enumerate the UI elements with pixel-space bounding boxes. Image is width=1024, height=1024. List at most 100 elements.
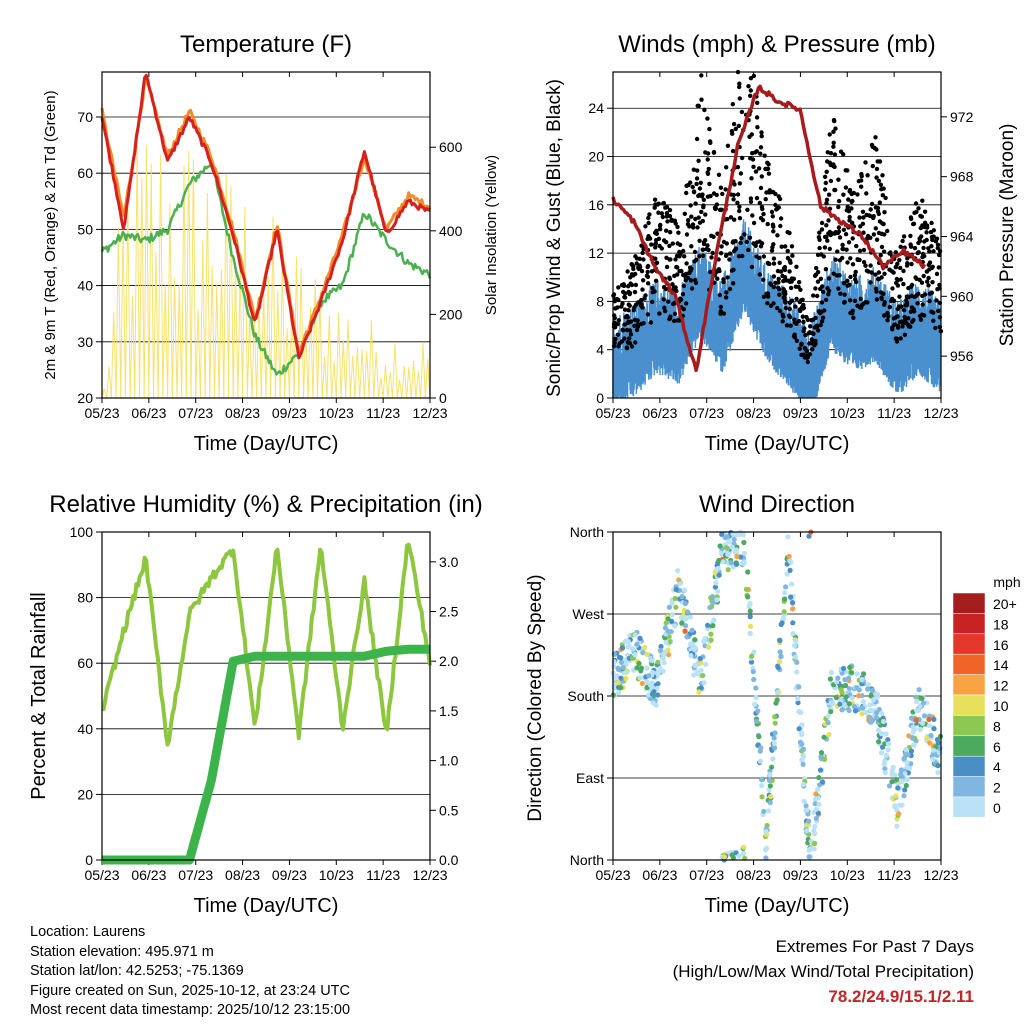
gust-point: [912, 245, 918, 251]
gust-point: [794, 296, 799, 302]
direction-point: [672, 595, 678, 602]
direction-point: [721, 854, 728, 860]
direction-point: [861, 671, 867, 677]
gust-point: [815, 252, 821, 258]
gust-point: [628, 275, 633, 280]
direction-point: [724, 534, 730, 540]
direction-point: [618, 675, 624, 681]
gust-point: [750, 213, 755, 218]
gust-point: [671, 285, 677, 290]
gust-point: [840, 246, 845, 252]
gust-point: [689, 266, 694, 271]
gust-point: [728, 215, 734, 220]
direction-point: [908, 748, 915, 754]
gust-point: [876, 178, 882, 184]
gust-point: [783, 278, 789, 283]
direction-point: [734, 561, 740, 567]
gust-point: [639, 302, 644, 307]
direction-point: [847, 664, 853, 671]
gust-point: [711, 234, 716, 239]
gust-point: [771, 229, 776, 234]
direction-point: [914, 698, 920, 705]
gust-point: [797, 280, 802, 285]
gust-point: [708, 269, 713, 275]
direction-point: [806, 818, 812, 824]
direction-point: [902, 771, 908, 777]
gust-point: [793, 284, 799, 289]
gust-point: [929, 220, 934, 226]
direction-point: [725, 567, 731, 573]
gust-point: [762, 153, 767, 158]
gust-point: [870, 163, 875, 169]
x-tick-label: 06/23: [642, 405, 677, 421]
gust-point: [905, 256, 910, 261]
direction-point: [734, 553, 740, 560]
gust-point: [890, 286, 895, 291]
gust-point: [879, 275, 884, 280]
gust-point: [641, 278, 646, 283]
direction-point: [677, 581, 683, 587]
gust-point: [675, 265, 680, 270]
gust-point: [696, 103, 701, 109]
gust-point: [880, 193, 885, 198]
gust-point: [730, 148, 736, 154]
direction-point: [870, 697, 877, 703]
gust-point: [649, 269, 655, 274]
gust-point: [845, 278, 850, 283]
gust-point: [725, 143, 731, 148]
gust-point: [737, 216, 743, 221]
gust-point: [731, 281, 736, 286]
y2-tick-label: 200: [439, 306, 463, 322]
direction-point: [867, 707, 874, 713]
direction-point: [811, 828, 817, 834]
gust-point: [675, 224, 680, 230]
direction-point: [825, 720, 831, 726]
gust-point: [742, 232, 747, 237]
direction-point: [710, 594, 716, 600]
gust-point: [764, 291, 769, 296]
gust-point: [740, 253, 745, 259]
direction-point: [910, 729, 916, 735]
x-tick-label: 06/23: [131, 867, 166, 883]
direction-point: [815, 786, 821, 792]
legend-label: 0: [993, 800, 1001, 816]
gust-point: [822, 245, 828, 250]
gust-point: [746, 84, 751, 89]
direction-point: [815, 810, 821, 816]
legend-swatch: [952, 755, 986, 777]
gust-point: [735, 200, 740, 205]
gust-point: [800, 314, 805, 319]
gust-point: [916, 206, 921, 211]
direction-point: [757, 758, 764, 764]
gust-point: [652, 289, 657, 294]
gust-point: [796, 318, 802, 324]
direction-point: [839, 707, 845, 713]
gust-point: [768, 303, 774, 309]
gust-point: [725, 275, 730, 280]
gust-point: [622, 307, 628, 312]
gust-point: [824, 169, 829, 174]
gust-point: [859, 184, 864, 189]
gust-point: [920, 302, 925, 307]
gust-point: [920, 254, 925, 260]
gust-point: [705, 194, 711, 199]
direction-point: [804, 807, 810, 813]
direction-point: [644, 665, 650, 671]
gust-point: [798, 308, 803, 314]
gust-point: [825, 238, 830, 243]
direction-point: [747, 608, 753, 614]
gust-point: [874, 297, 880, 302]
gust-point: [925, 279, 930, 284]
gust-point: [909, 216, 914, 221]
direction-point: [875, 727, 881, 733]
gust-point: [615, 332, 621, 337]
gust-point: [705, 116, 710, 121]
direction-point: [868, 693, 874, 699]
direction-point: [682, 601, 688, 607]
gust-point: [625, 320, 631, 325]
gust-point: [792, 335, 797, 340]
x-tick-label: 08/23: [736, 867, 771, 883]
direction-point: [747, 623, 754, 630]
gust-point: [934, 298, 939, 303]
gust-point: [675, 318, 680, 323]
